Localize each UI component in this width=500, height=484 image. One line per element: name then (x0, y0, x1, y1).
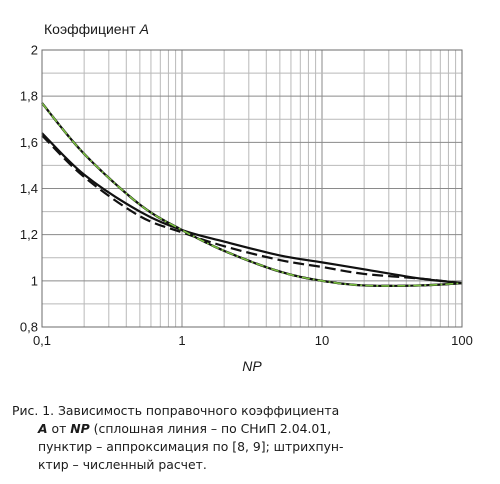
y-tick-label: 0,8 (20, 320, 38, 335)
caption-line-2-rest: (сплошная линия – по СНиП 2.04.01, (89, 421, 332, 436)
y-axis-title-var: A (139, 21, 149, 37)
caption-line-1: Рис. 1. Зависимость поправочного коэффиц… (12, 403, 340, 418)
y-tick-labels: 0,8 1 1,2 1,4 1,6 1,8 2 (20, 43, 38, 335)
caption-var-a: A (38, 421, 48, 436)
series-layer (41, 102, 463, 287)
caption-line-4: ктир – численный расчет. (38, 457, 207, 472)
chart: 0,8 1 1,2 1,4 1,6 1,8 2 0,1 1 10 100 Коэффициент … (20, 21, 473, 374)
series-line-5-dashdot (41, 102, 463, 287)
figure-caption: Рис. 1. Зависимость поправочного коэффиц… (12, 402, 482, 474)
x-axis-title: NP (242, 358, 262, 374)
x-tick-label: 100 (451, 333, 473, 348)
x-tick-label: 1 (178, 333, 185, 348)
y-axis-title-prefix: Коэффициент (44, 21, 140, 37)
caption-text-ot: от (47, 421, 71, 436)
caption-var-np: NP (70, 421, 90, 436)
series-line-1-solid (41, 132, 463, 285)
y-tick-label: 1,2 (20, 227, 38, 242)
y-tick-label: 2 (31, 43, 38, 58)
caption-line-2: A от NP (сплошная линия – по СНиП 2.04.0… (12, 420, 482, 438)
y-tick-label: 1,6 (20, 135, 38, 150)
series-line-3-dashed (41, 134, 463, 285)
plot-frame (41, 49, 463, 328)
y-tick-label: 1 (31, 273, 38, 288)
y-tick-label: 1,8 (20, 89, 38, 104)
x-tick-label: 10 (315, 333, 329, 348)
caption-line-3: пунктир – аппроксимация по [8, 9]; штрих… (38, 439, 344, 454)
y-axis-title: Коэффициент A (44, 21, 149, 37)
y-tick-label: 1,4 (20, 181, 38, 196)
x-tick-labels: 0,1 1 10 100 (33, 333, 473, 348)
x-tick-label: 0,1 (33, 333, 51, 348)
